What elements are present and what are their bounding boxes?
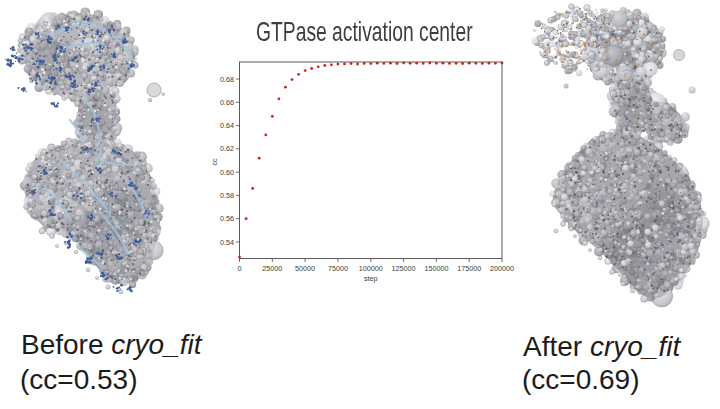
svg-text:125000: 125000 [392, 264, 416, 273]
svg-text:step: step [364, 274, 378, 283]
svg-text:0: 0 [238, 264, 242, 273]
svg-text:0.56: 0.56 [220, 214, 234, 223]
svg-text:75000: 75000 [328, 264, 348, 273]
svg-text:cc: cc [210, 158, 219, 166]
svg-text:175000: 175000 [457, 264, 481, 273]
svg-text:0.60: 0.60 [220, 168, 234, 177]
svg-text:100000: 100000 [359, 264, 383, 273]
svg-text:150000: 150000 [424, 264, 448, 273]
svg-text:25000: 25000 [262, 264, 282, 273]
svg-text:0.54: 0.54 [220, 238, 234, 247]
svg-text:0.66: 0.66 [220, 98, 234, 107]
svg-text:0.68: 0.68 [220, 75, 234, 84]
svg-text:200000: 200000 [490, 264, 514, 273]
svg-text:50000: 50000 [295, 264, 315, 273]
svg-text:0.58: 0.58 [220, 191, 234, 200]
svg-text:0.62: 0.62 [220, 144, 234, 153]
svg-text:0.64: 0.64 [220, 121, 234, 130]
